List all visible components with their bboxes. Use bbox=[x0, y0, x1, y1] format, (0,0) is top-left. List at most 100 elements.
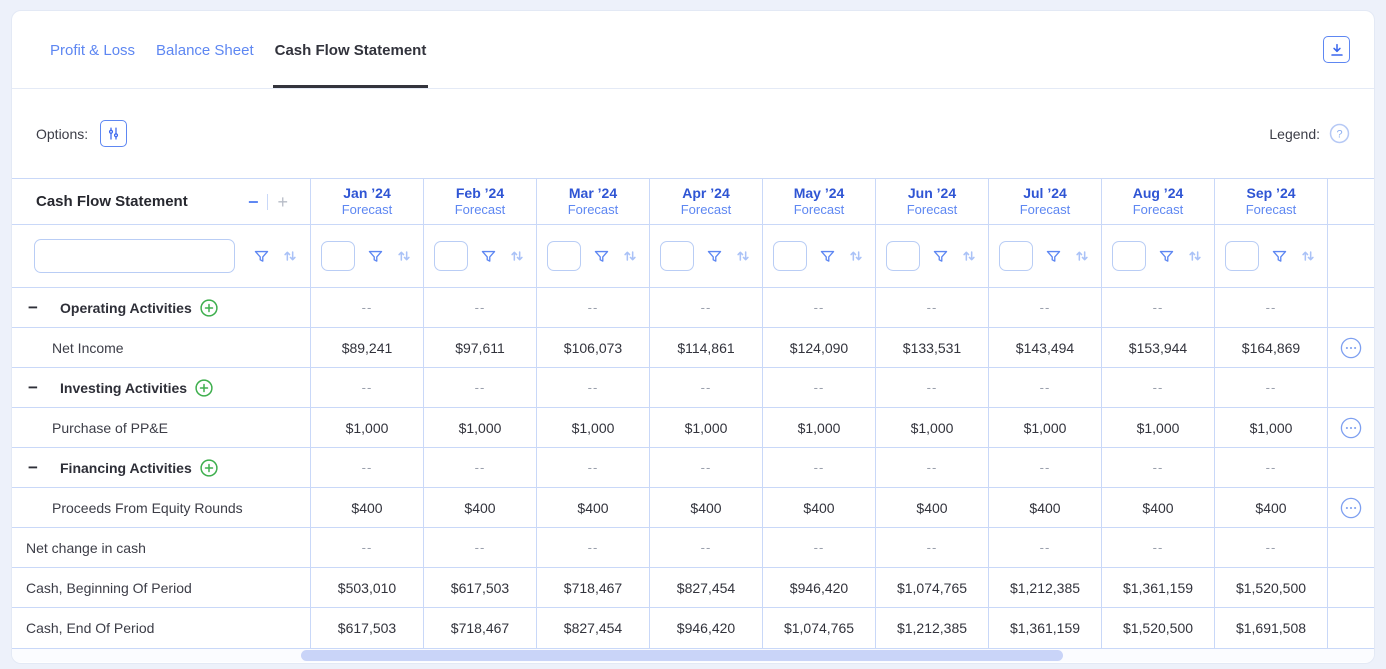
row-label-cell[interactable]: − Investing Activities bbox=[12, 368, 311, 407]
column-header-apr-24[interactable]: Apr ’24 Forecast bbox=[650, 179, 763, 224]
sort-arrows-icon[interactable] bbox=[1074, 248, 1090, 264]
value-cell[interactable]: -- bbox=[311, 528, 424, 567]
value-cell[interactable]: $1,000 bbox=[1215, 408, 1328, 447]
value-cell[interactable]: $1,212,385 bbox=[989, 568, 1102, 607]
sort-arrows-icon[interactable] bbox=[282, 248, 298, 264]
value-cell[interactable]: $1,000 bbox=[1102, 408, 1215, 447]
value-filter-input[interactable] bbox=[999, 241, 1033, 271]
value-cell[interactable]: -- bbox=[537, 288, 650, 327]
value-cell[interactable]: -- bbox=[537, 528, 650, 567]
value-cell[interactable]: -- bbox=[537, 448, 650, 487]
collapse-section-button[interactable]: − bbox=[28, 378, 46, 398]
value-filter-input[interactable] bbox=[773, 241, 807, 271]
value-cell[interactable]: $1,000 bbox=[537, 408, 650, 447]
value-cell[interactable]: -- bbox=[876, 288, 989, 327]
value-cell[interactable]: $827,454 bbox=[650, 568, 763, 607]
value-cell[interactable]: -- bbox=[1215, 528, 1328, 567]
collapse-section-button[interactable]: − bbox=[28, 458, 46, 478]
value-cell[interactable]: $106,073 bbox=[537, 328, 650, 367]
value-cell[interactable]: $400 bbox=[1102, 488, 1215, 527]
value-cell[interactable]: $1,000 bbox=[763, 408, 876, 447]
collapse-columns-button[interactable]: − bbox=[247, 191, 259, 212]
value-cell[interactable]: -- bbox=[989, 368, 1102, 407]
value-cell[interactable]: $946,420 bbox=[763, 568, 876, 607]
horizontal-scrollbar[interactable] bbox=[12, 649, 1374, 662]
value-cell[interactable]: -- bbox=[876, 368, 989, 407]
column-header-aug-24[interactable]: Aug ’24 Forecast bbox=[1102, 179, 1215, 224]
value-cell[interactable]: -- bbox=[650, 448, 763, 487]
funnel-icon[interactable] bbox=[819, 248, 836, 265]
value-cell[interactable]: $1,691,508 bbox=[1215, 608, 1328, 648]
column-header-jan-24[interactable]: Jan ’24 Forecast bbox=[311, 179, 424, 224]
value-cell[interactable]: $617,503 bbox=[424, 568, 537, 607]
value-cell[interactable]: $718,467 bbox=[537, 568, 650, 607]
question-mark-icon[interactable]: ? bbox=[1329, 123, 1350, 144]
tab-cash-flow-statement[interactable]: Cash Flow Statement bbox=[272, 11, 429, 88]
funnel-icon[interactable] bbox=[706, 248, 723, 265]
tab-profit-loss[interactable]: Profit & Loss bbox=[48, 11, 137, 88]
value-cell[interactable]: $1,361,159 bbox=[1102, 568, 1215, 607]
sort-arrows-icon[interactable] bbox=[396, 248, 412, 264]
value-cell[interactable]: -- bbox=[311, 448, 424, 487]
column-header-mar-24[interactable]: Mar ’24 Forecast bbox=[537, 179, 650, 224]
sort-arrows-icon[interactable] bbox=[622, 248, 638, 264]
value-cell[interactable]: $400 bbox=[537, 488, 650, 527]
value-cell[interactable]: -- bbox=[311, 288, 424, 327]
sort-arrows-icon[interactable] bbox=[848, 248, 864, 264]
column-header-jul-24[interactable]: Jul ’24 Forecast bbox=[989, 179, 1102, 224]
value-cell[interactable]: -- bbox=[763, 288, 876, 327]
value-cell[interactable]: -- bbox=[537, 368, 650, 407]
value-filter-input[interactable] bbox=[886, 241, 920, 271]
options-button[interactable] bbox=[100, 120, 128, 147]
value-filter-input[interactable] bbox=[1225, 241, 1259, 271]
value-cell[interactable]: $400 bbox=[1215, 488, 1328, 527]
value-cell[interactable]: -- bbox=[1102, 368, 1215, 407]
funnel-icon[interactable] bbox=[1045, 248, 1062, 265]
value-cell[interactable]: -- bbox=[989, 288, 1102, 327]
sort-arrows-icon[interactable] bbox=[1300, 248, 1316, 264]
value-cell[interactable]: -- bbox=[876, 528, 989, 567]
value-cell[interactable]: $1,361,159 bbox=[989, 608, 1102, 648]
value-cell[interactable]: $1,074,765 bbox=[876, 568, 989, 607]
value-cell[interactable]: $89,241 bbox=[311, 328, 424, 367]
value-cell[interactable]: $1,000 bbox=[311, 408, 424, 447]
value-cell[interactable]: $1,000 bbox=[876, 408, 989, 447]
row-actions-button[interactable] bbox=[1340, 337, 1362, 359]
scrollbar-thumb[interactable] bbox=[301, 650, 1063, 661]
value-cell[interactable]: -- bbox=[650, 288, 763, 327]
value-cell[interactable]: -- bbox=[650, 528, 763, 567]
column-header-feb-24[interactable]: Feb ’24 Forecast bbox=[424, 179, 537, 224]
add-row-button[interactable] bbox=[200, 298, 218, 317]
value-filter-input[interactable] bbox=[660, 241, 694, 271]
collapse-section-button[interactable]: − bbox=[28, 298, 46, 318]
funnel-icon[interactable] bbox=[253, 248, 270, 265]
value-cell[interactable]: -- bbox=[1215, 288, 1328, 327]
value-cell[interactable]: $143,494 bbox=[989, 328, 1102, 367]
value-cell[interactable]: $153,944 bbox=[1102, 328, 1215, 367]
value-cell[interactable]: -- bbox=[763, 448, 876, 487]
value-cell[interactable]: -- bbox=[311, 368, 424, 407]
label-filter-input[interactable] bbox=[34, 239, 235, 273]
column-header-may-24[interactable]: May ’24 Forecast bbox=[763, 179, 876, 224]
add-row-button[interactable] bbox=[195, 378, 213, 397]
value-cell[interactable]: -- bbox=[1215, 448, 1328, 487]
value-cell[interactable]: $400 bbox=[989, 488, 1102, 527]
value-cell[interactable]: $1,000 bbox=[650, 408, 763, 447]
export-button[interactable] bbox=[1323, 36, 1350, 63]
value-cell[interactable]: $827,454 bbox=[537, 608, 650, 648]
value-filter-input[interactable] bbox=[1112, 241, 1146, 271]
row-label-cell[interactable]: − Financing Activities bbox=[12, 448, 311, 487]
value-cell[interactable]: $114,861 bbox=[650, 328, 763, 367]
tab-balance-sheet[interactable]: Balance Sheet bbox=[154, 11, 256, 88]
value-cell[interactable]: $400 bbox=[876, 488, 989, 527]
expand-columns-button[interactable]: + bbox=[277, 191, 288, 212]
column-header-sep-24[interactable]: Sep ’24 Forecast bbox=[1215, 179, 1328, 224]
row-actions-button[interactable] bbox=[1340, 417, 1362, 439]
sort-arrows-icon[interactable] bbox=[961, 248, 977, 264]
funnel-icon[interactable] bbox=[480, 248, 497, 265]
value-cell[interactable]: -- bbox=[1102, 528, 1215, 567]
value-cell[interactable]: $1,212,385 bbox=[876, 608, 989, 648]
value-cell[interactable]: -- bbox=[763, 528, 876, 567]
funnel-icon[interactable] bbox=[1158, 248, 1175, 265]
value-cell[interactable]: $1,520,500 bbox=[1215, 568, 1328, 607]
